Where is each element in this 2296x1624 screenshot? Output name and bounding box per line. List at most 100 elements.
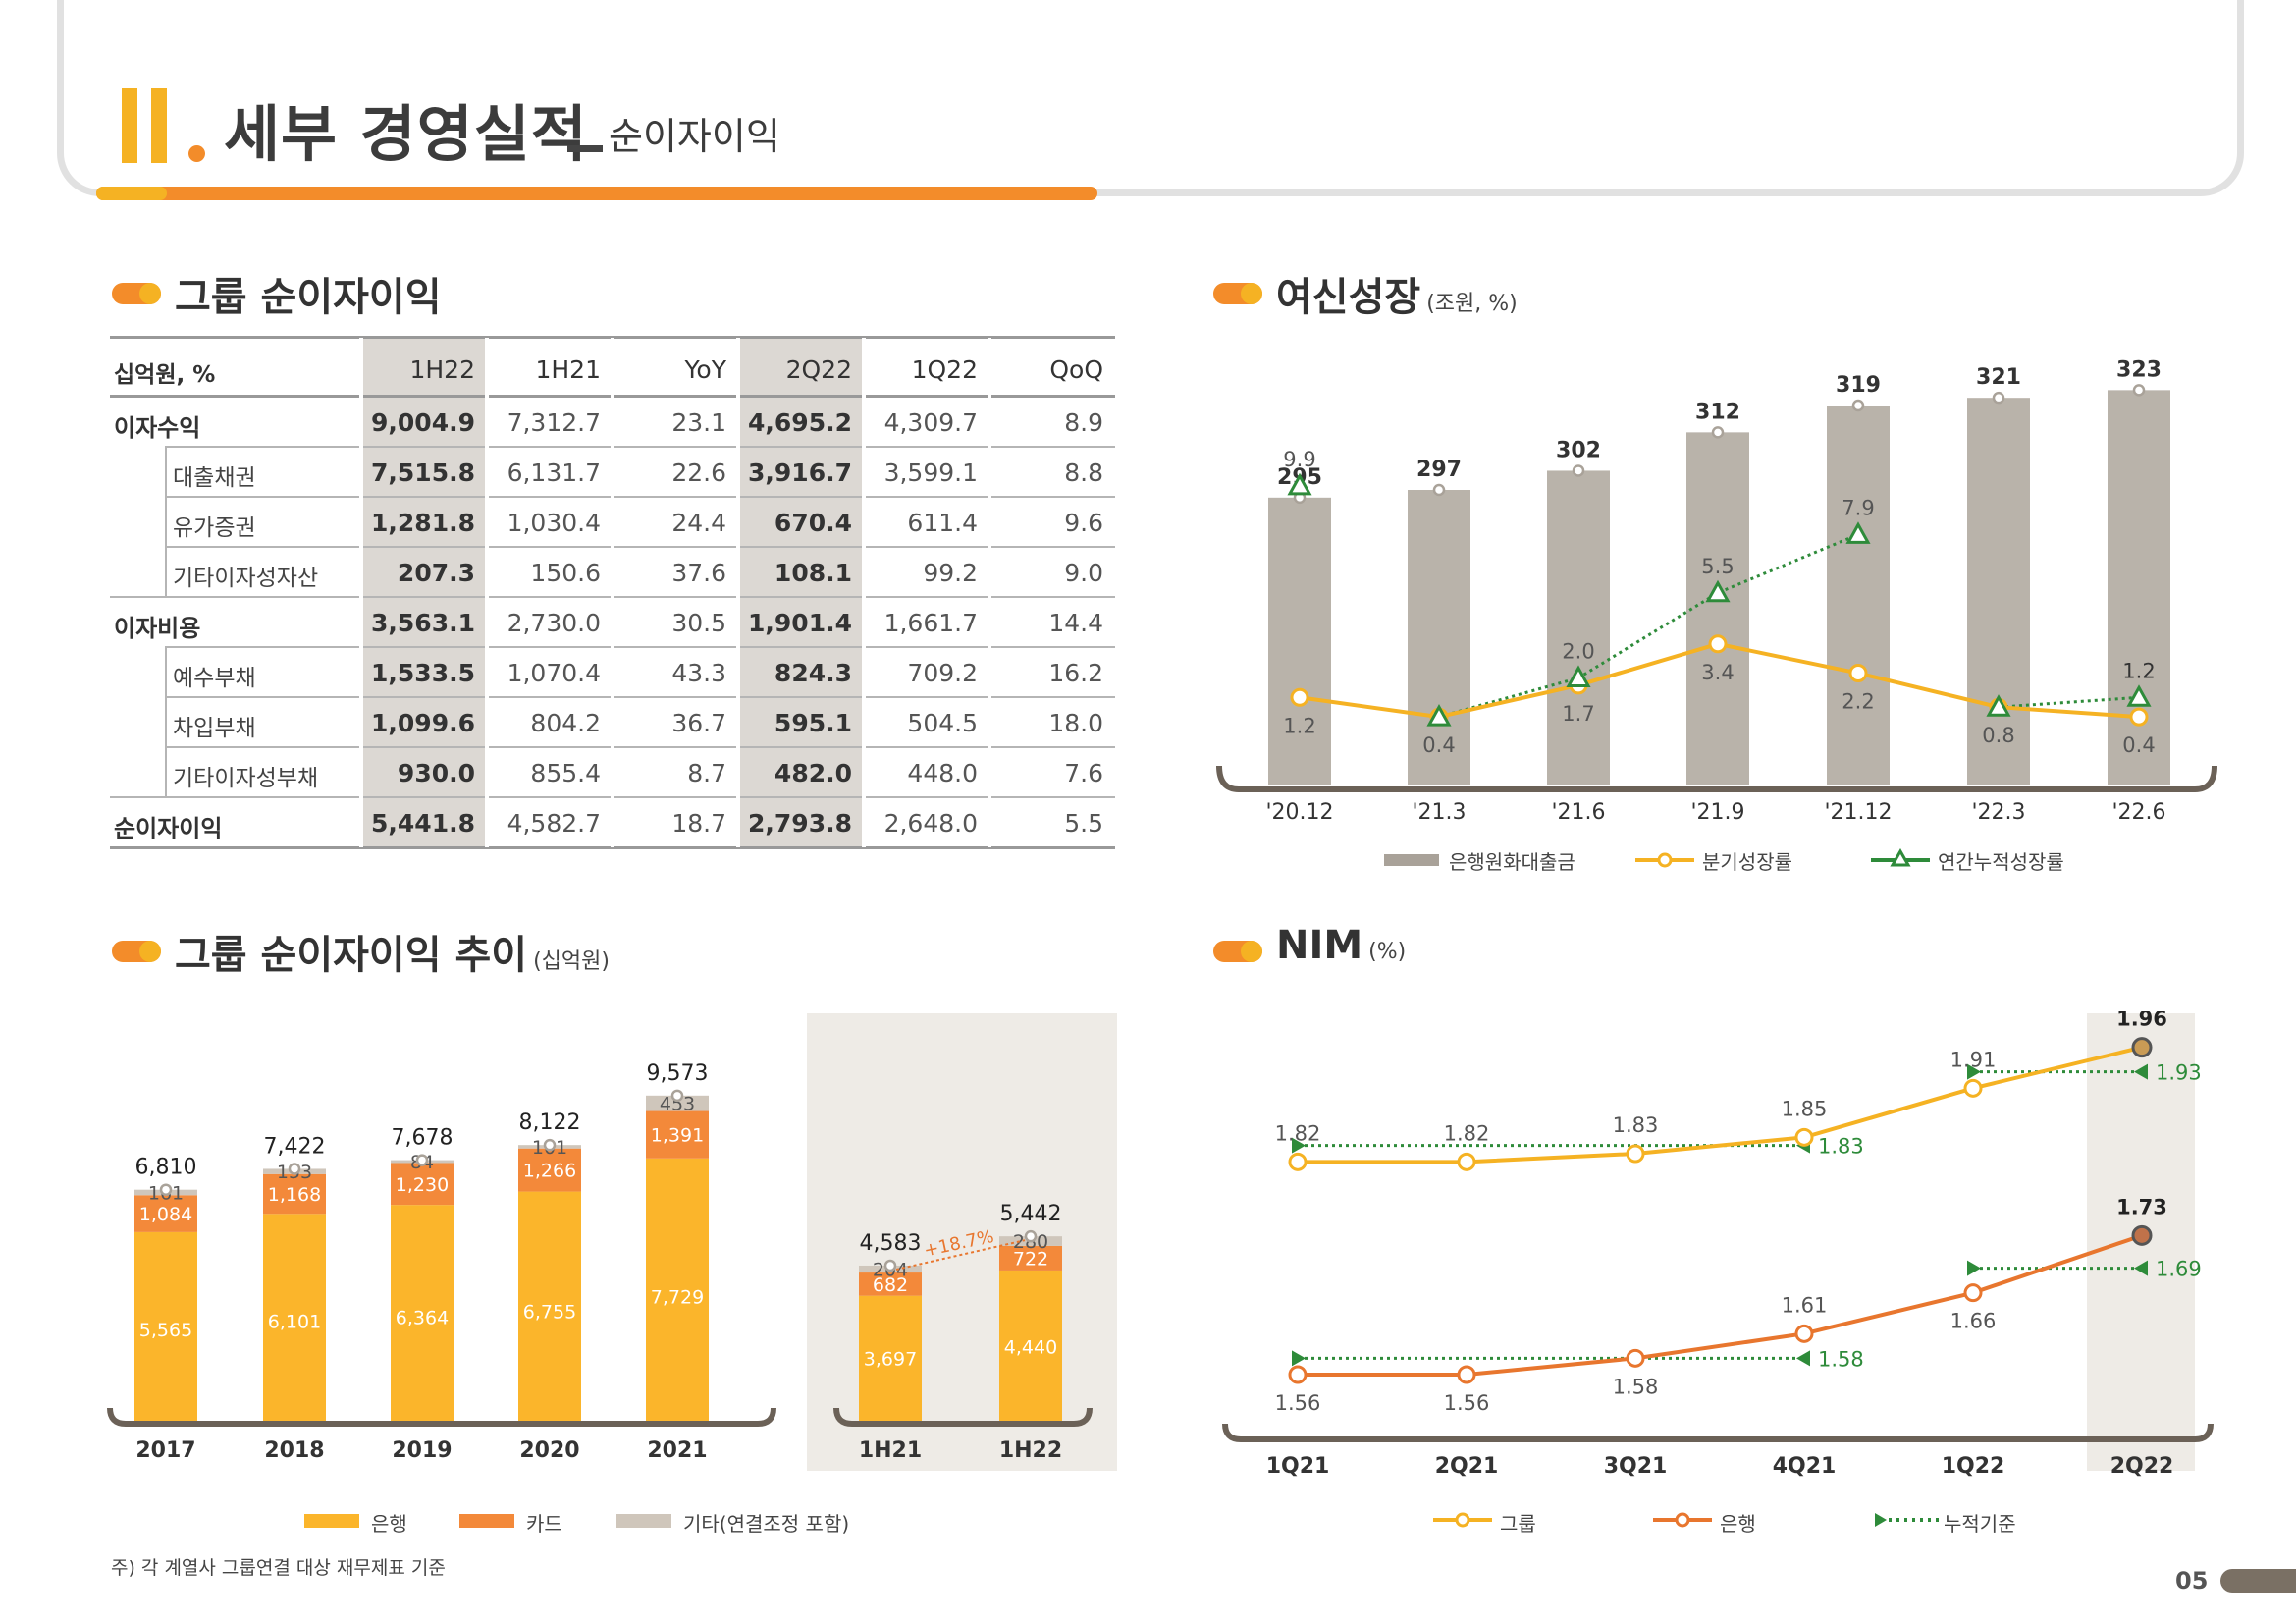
loan-tick-label: '21.9 (1690, 800, 1744, 825)
table-cell: 930.0 (397, 759, 475, 787)
quarterly-marker (1290, 687, 1309, 707)
nii-bar-segment (646, 1158, 709, 1422)
nim-marker (1963, 1078, 1983, 1098)
table-column-gap (988, 338, 991, 847)
table-cell: 4,309.7 (883, 408, 978, 437)
section-title-net-interest: 그룹 순이자이익 (175, 275, 442, 320)
growth-annotation: +18.7% (922, 1226, 995, 1262)
table-cell: 9.6 (1064, 509, 1103, 537)
nim-marker (1794, 1127, 1814, 1147)
nii-total-marker (1024, 1229, 1038, 1243)
loan-bar-label: 297 (1416, 458, 1462, 482)
table-column-gap (485, 338, 489, 847)
loan-bar-marker (1992, 391, 2005, 405)
table-cell: 504.5 (907, 709, 978, 737)
section-title-nii-trend: 그룹 순이자이익 추이 (십억원) (175, 933, 610, 978)
loan-bar-label: 323 (2116, 357, 2162, 382)
nii-total-label: 8,122 (519, 1110, 581, 1135)
roman-numeral-dot (188, 145, 205, 162)
table-cell: 43.3 (671, 659, 726, 687)
table-column-gap (611, 338, 614, 847)
nii-bar-segment (646, 1110, 709, 1159)
table-cell: 22.6 (671, 459, 726, 487)
table-cell: 8.9 (1064, 408, 1103, 437)
section-title-loan-growth: 여신성장 (조원, %) (1276, 275, 1518, 320)
loan-tick-label: '22.6 (2111, 800, 2165, 825)
table-header-cell: QoQ (1049, 355, 1103, 384)
cumulative-marker (1986, 694, 2011, 717)
nim-cumulative-arrow (1796, 1350, 1810, 1367)
roman-numeral-bar (151, 88, 167, 163)
nim-value-label: 1.96 (2116, 1011, 2167, 1031)
nim-marker (2131, 1224, 2153, 1246)
table-cell: 8.7 (687, 759, 726, 787)
nim-value-label: 1.61 (1782, 1293, 1828, 1317)
table-row-label: 기타이자성자산 (173, 566, 319, 591)
nim-cumulative-arrow (2134, 1260, 2148, 1276)
loan-bar-marker (1572, 464, 1585, 477)
nii-bar-segment (263, 1214, 326, 1422)
table-cell: 5,441.8 (371, 809, 475, 838)
loan-bar (1827, 406, 1890, 785)
loan-bar-label: 321 (1976, 365, 2021, 390)
loan-bar-marker (1711, 426, 1725, 439)
legend-label: 은행원화대출금 (1449, 850, 1575, 874)
nim-cumulative-arrow (1967, 1260, 1981, 1276)
nim-marker (1288, 1365, 1308, 1384)
nim-value-label: 1.66 (1950, 1310, 1997, 1333)
page-subtitle: 순이자이익 (609, 115, 780, 158)
nii-total-label: 7,422 (264, 1134, 326, 1159)
nii-bar-segment (263, 1173, 326, 1215)
cumulative-value-label: 2.0 (1562, 639, 1594, 663)
nii-total-marker (415, 1154, 429, 1166)
legend-label: 분기성장률 (1702, 850, 1792, 874)
quarterly-value-label: 3.4 (1701, 661, 1734, 684)
nim-value-label: 1.82 (1444, 1121, 1490, 1145)
net-interest-table: 십억원, % 1H22 1H21 YoY 2Q22 1Q22 QoQ 이자수익 9,004.9 7… (110, 336, 1115, 849)
nii-bar-segment (518, 1148, 581, 1192)
nii-bar-segment (391, 1205, 454, 1422)
nii-total-marker (670, 1089, 684, 1103)
table-rule (165, 646, 1115, 648)
nii-segment-label: 682 (873, 1274, 908, 1296)
nim-value-label: 1.85 (1782, 1097, 1828, 1120)
nii-segment-label: 1,230 (396, 1174, 449, 1196)
table-cell: 6,131.7 (507, 459, 601, 487)
table-cell: 18.7 (671, 809, 726, 838)
table-row-label: 순이자이익 (114, 815, 223, 842)
loan-bar-marker (1851, 399, 1865, 412)
table-cell: 9.0 (1064, 559, 1103, 587)
legend-label: 기타(연결조정 포함) (683, 1512, 850, 1536)
nim-marker (1288, 1152, 1308, 1171)
nii-tick-label: 2020 (519, 1438, 579, 1463)
nim-tick-label: 4Q21 (1773, 1454, 1837, 1479)
nii-total-label: 4,583 (860, 1231, 922, 1256)
table-header-cell: 2Q22 (785, 355, 852, 384)
loan-bar (2108, 390, 2170, 785)
table-cell: 1,099.6 (371, 709, 475, 737)
table-rule (110, 336, 1115, 339)
table-row-label: 기타이자성부채 (173, 766, 319, 791)
section-bullet-icon (112, 941, 161, 962)
cumulative-value-label: 9.9 (1283, 448, 1315, 471)
loan-tick-label: '22.3 (1971, 800, 2025, 825)
nii-bar-segment (859, 1295, 922, 1422)
table-cell: 16.2 (1048, 659, 1103, 687)
footnote: 주) 각 계열사 그룹연결 대상 재무제표 기준 (111, 1557, 446, 1579)
legend-swatch-group (1433, 1512, 1492, 1528)
nii-tick-label: 2017 (135, 1438, 195, 1463)
nim-cumulative-arrow (2134, 1063, 2148, 1080)
table-cell: 855.4 (530, 759, 601, 787)
table-cell: 482.0 (774, 759, 852, 787)
nii-bar-segment (646, 1095, 709, 1111)
table-cell: 1,533.5 (371, 659, 475, 687)
nim-axis (1222, 1423, 2214, 1442)
legend-swatch-card (459, 1514, 514, 1528)
nii-segment-label: 453 (660, 1094, 695, 1115)
quarterly-marker (1848, 664, 1868, 683)
table-cell: 611.4 (907, 509, 978, 537)
table-cell: 37.6 (671, 559, 726, 587)
table-cell: 7,515.8 (371, 459, 475, 487)
table-cell: 1,901.4 (748, 609, 852, 637)
quarterly-marker (2129, 707, 2149, 727)
